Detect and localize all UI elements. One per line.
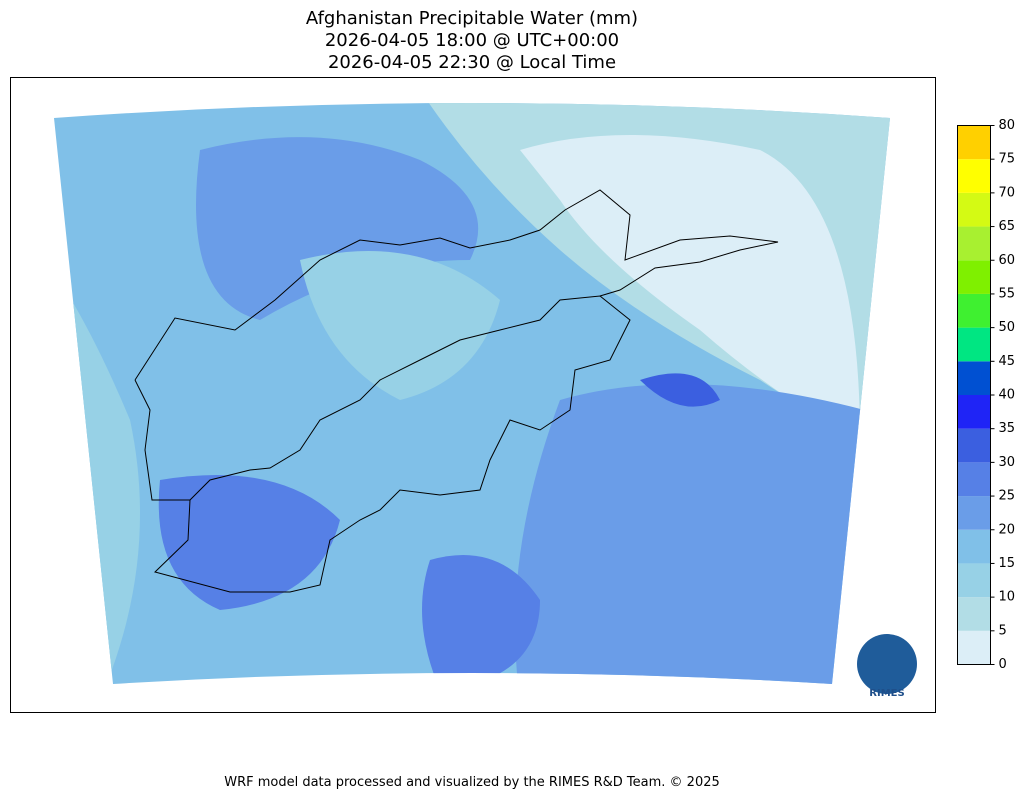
colorbar-segment [957,293,991,328]
colorbar-frame [957,125,991,665]
tick-label: 80 [999,118,1016,133]
colorbar-segment [957,226,991,261]
tick-label: 35 [999,421,1016,436]
colorbar-segment [957,630,991,665]
tick-label: 45 [999,354,1016,369]
colorbar-segment [957,428,991,463]
title-line: 2026-04-05 18:00 @ UTC+00:00 [325,30,619,51]
tick-label: 15 [999,556,1016,571]
colorbar-segment [957,462,991,497]
tick-label: 60 [999,253,1016,268]
tick-label: 50 [999,320,1016,335]
title-line: Afghanistan Precipitable Water (mm) [306,8,638,29]
map-frame [10,77,936,713]
colorbar-segment [957,361,991,395]
tick-label: 55 [999,286,1016,301]
colorbar-segment [957,529,991,564]
colorbar-segment [957,496,991,530]
country-outline [134,379,190,501]
colorbar-segment [957,395,991,429]
tick-label: 75 [999,152,1016,167]
colorbar-segment [957,327,991,362]
colorbar-segment [957,563,991,598]
tick-label: 10 [999,590,1016,605]
colorbar-segment [957,260,991,294]
tick-label: 70 [999,185,1016,200]
tick-label: 20 [999,522,1016,537]
colorbar-segment [957,125,991,160]
colorbar-segment [957,159,991,193]
tick-label: 5 [999,623,1007,638]
country-outline [134,189,779,381]
footer: WRF model data processed and visualized … [224,775,720,790]
tick-label: 40 [999,388,1016,403]
colorbar: 0 5 10 15 20 25 30 35 40 45 50 55 60 65 70 75 80 [957,118,1016,672]
country-outline [154,295,631,593]
tick-label: 30 [999,455,1016,470]
title-line: 2026-04-05 22:30 @ Local Time [328,52,616,73]
colorbar-segment [957,597,991,631]
tick-label: 25 [999,489,1016,504]
logo-text: RIMES [869,688,904,699]
map-field [54,103,890,684]
colorbar-segment [957,192,991,227]
tick-label: 65 [999,219,1016,234]
logo-mark [857,634,917,694]
tick-label: 0 [999,657,1007,672]
